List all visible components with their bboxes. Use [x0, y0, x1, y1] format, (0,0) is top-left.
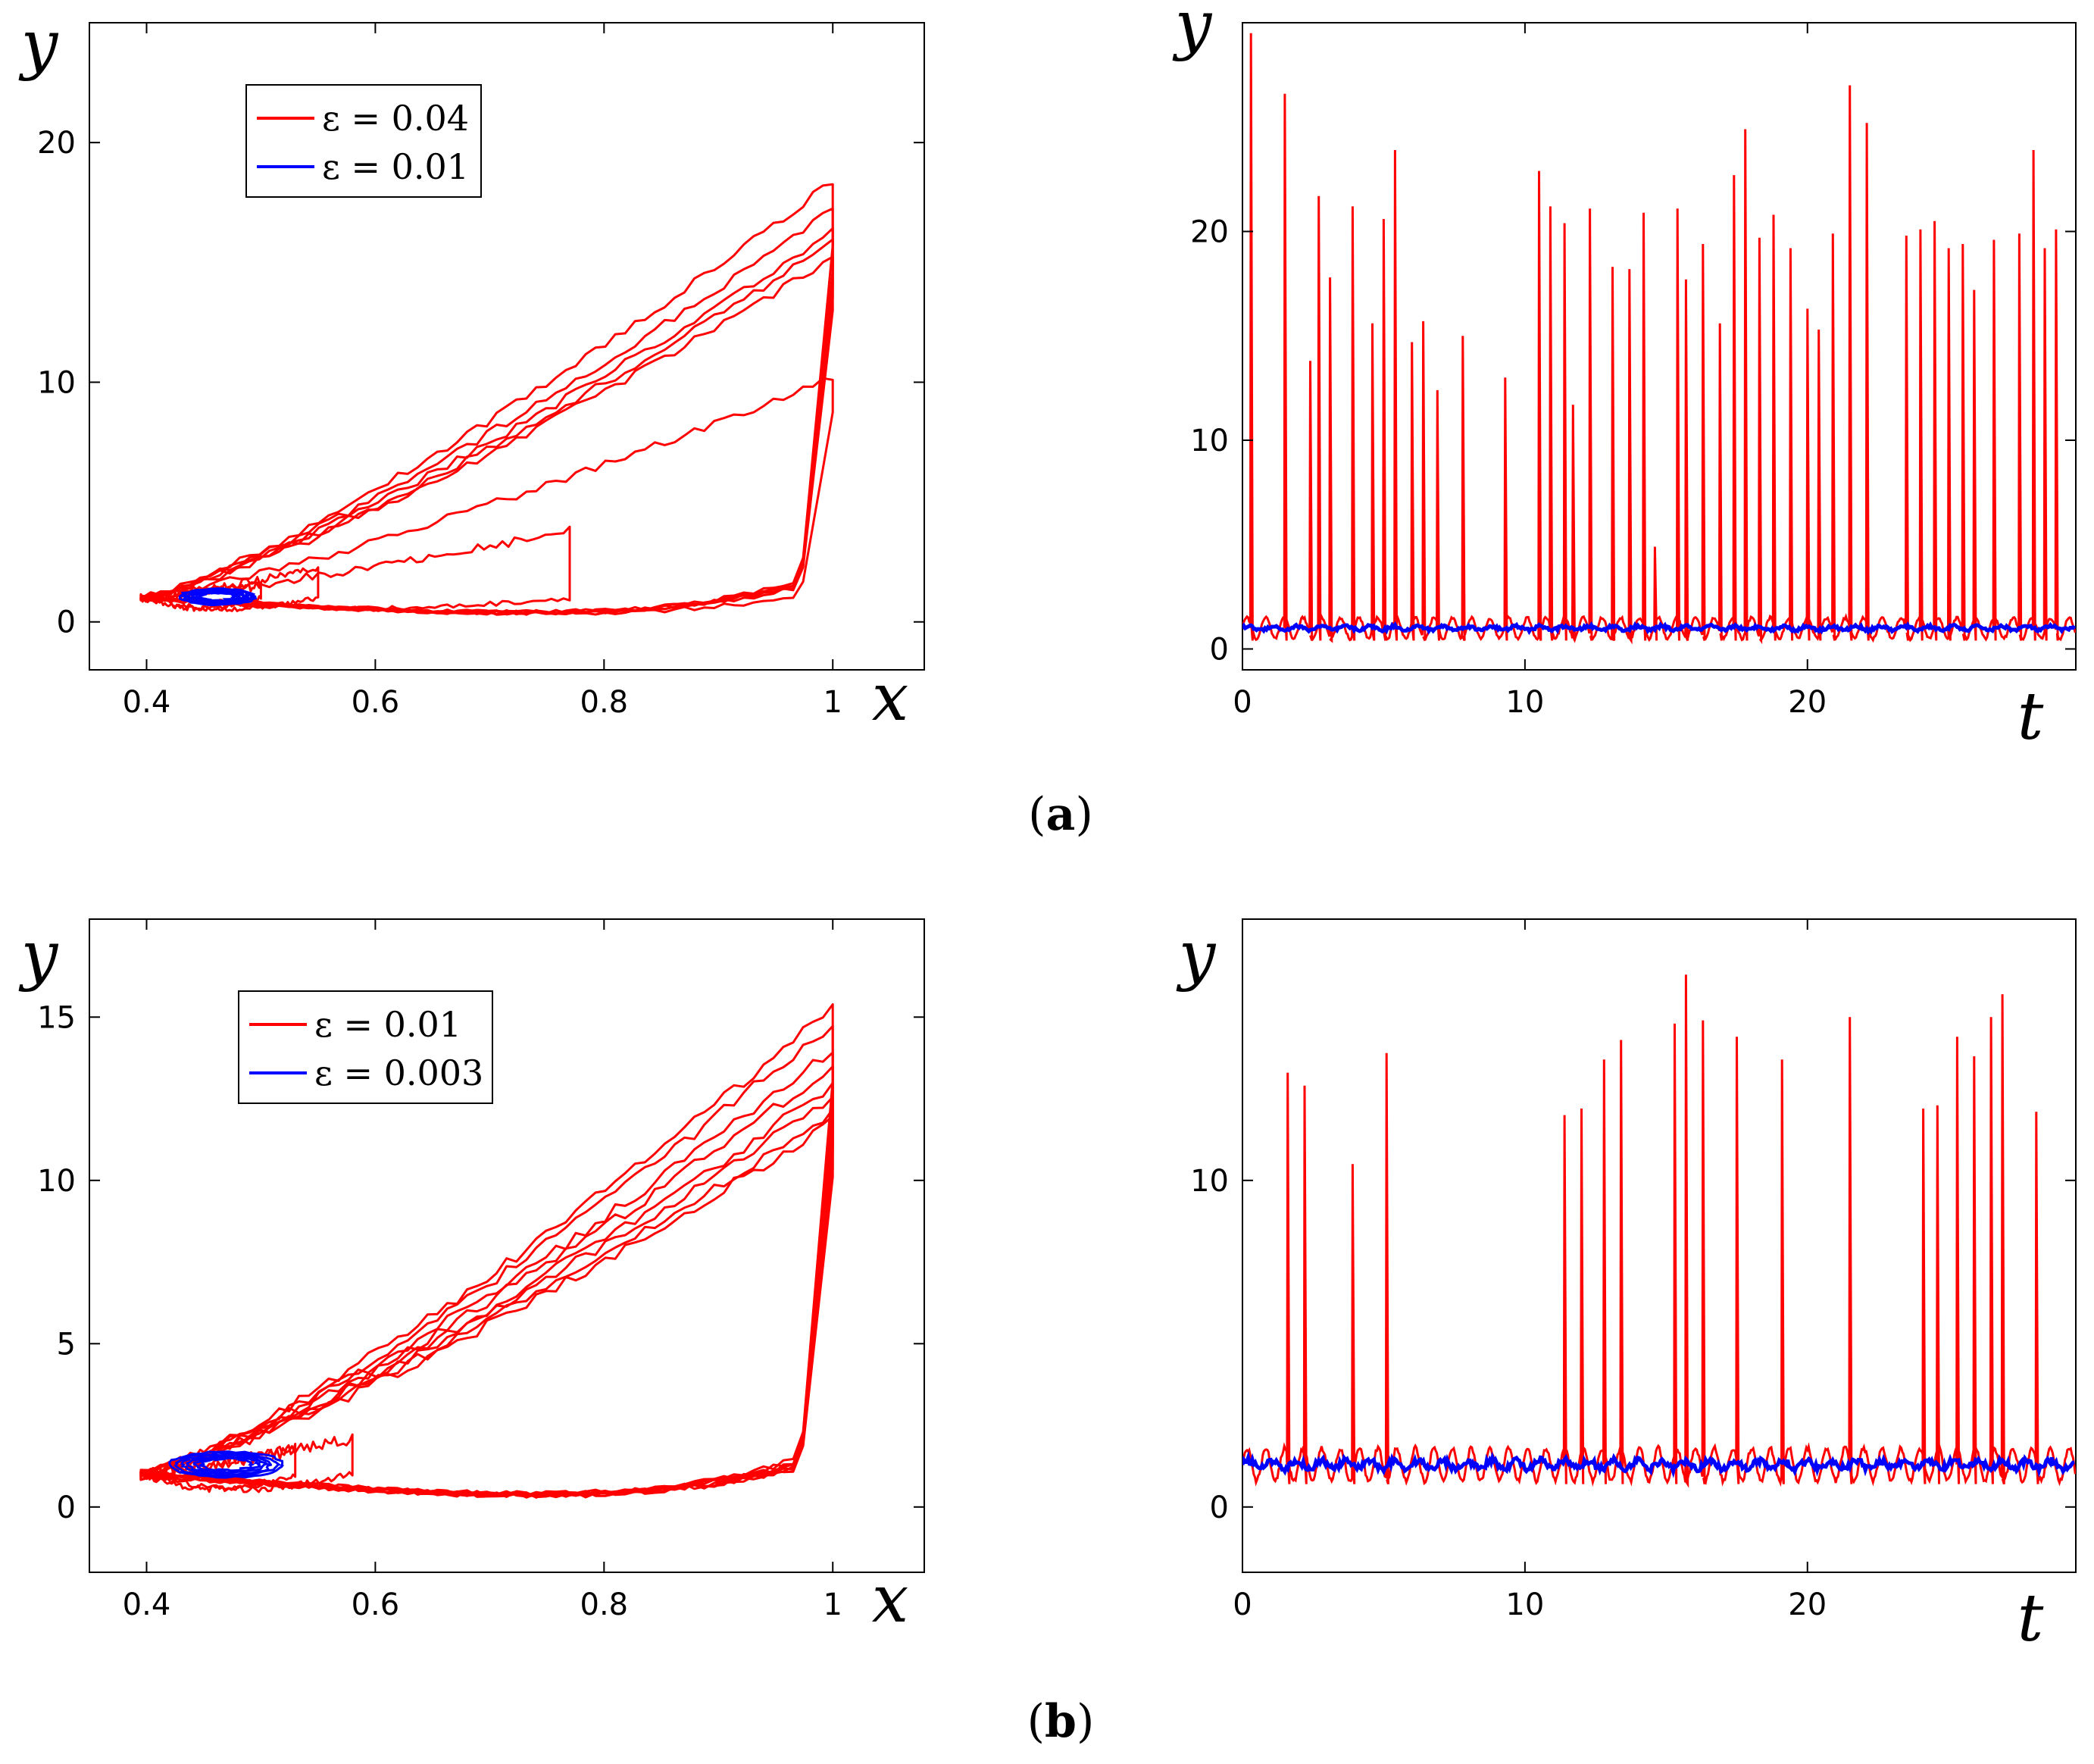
legend-label: ε = 0.01 — [322, 146, 469, 187]
time-series-line — [1242, 621, 2076, 636]
x-tick-label: 10 — [1505, 685, 1544, 720]
panel-a-time-series-plot: 0 10 20 0 10 20 y t — [1172, 0, 2077, 755]
trajectory-orbit — [180, 1453, 273, 1477]
trajectory-orbit — [178, 587, 258, 607]
time-series-line — [1242, 1450, 2075, 1478]
y-axis-label: y — [18, 7, 59, 83]
x-tick-label: 20 — [1788, 1587, 1827, 1622]
y-tick-label: 10 — [1190, 424, 1229, 458]
plot-area — [1242, 33, 2076, 645]
y-axis-label: y — [1176, 918, 1217, 993]
x-tick-label: 0.8 — [580, 685, 629, 720]
y-tick-label: 20 — [1190, 214, 1229, 249]
x-axis-label: t — [2017, 679, 2044, 755]
caption-a: (a) — [1028, 788, 1093, 841]
panel-b-time-series-plot: 0 10 20 0 10 y t — [1176, 918, 2077, 1656]
legend-box — [238, 990, 493, 1104]
caption-b-paren-open: ( — [1027, 1695, 1045, 1748]
axes-frame — [89, 22, 925, 671]
plot-area — [139, 1003, 834, 1499]
trajectory-orbit — [198, 1456, 255, 1472]
plot-area — [1242, 974, 2076, 1488]
caption-b-letter: b — [1045, 1695, 1077, 1748]
y-tick-label: 10 — [1190, 1164, 1229, 1199]
x-tick-label: 0.8 — [580, 1587, 629, 1622]
y-tick-label: 15 — [37, 1000, 76, 1035]
x-axis-label: x — [872, 660, 909, 736]
legend-box — [245, 84, 482, 198]
trajectory-loop — [139, 1443, 297, 1493]
legend: ε = 0.01 ε = 0.003 — [238, 990, 493, 1104]
y-tick-label: 20 — [37, 126, 76, 161]
plot-area — [139, 183, 834, 616]
legend: ε = 0.04 ε = 0.01 — [245, 84, 482, 198]
y-tick-label: 10 — [37, 365, 76, 400]
caption-a-paren-open: ( — [1028, 788, 1045, 841]
x-tick-label: 1 — [824, 1587, 842, 1622]
legend-label: ε = 0.003 — [314, 1052, 483, 1093]
legend-label: ε = 0.04 — [322, 98, 469, 139]
legend-label: ε = 0.01 — [314, 1004, 461, 1045]
y-tick-label: 0 — [1210, 632, 1229, 667]
x-axis-label: x — [872, 1562, 909, 1637]
x-axis-label: t — [2017, 1581, 2044, 1656]
caption-b-paren-close: ) — [1077, 1695, 1094, 1748]
x-tick-label: 0.4 — [123, 685, 171, 720]
caption-b: (b) — [1027, 1695, 1095, 1748]
trajectory-loop — [139, 566, 320, 612]
y-axis-label: y — [1172, 0, 1213, 63]
x-tick-label: 0.6 — [352, 685, 400, 720]
x-tick-label: 0.4 — [123, 1587, 171, 1622]
y-tick-label: 0 — [57, 605, 76, 640]
y-tick-label: 0 — [57, 1490, 76, 1525]
x-tick-label: 1 — [824, 685, 842, 720]
y-tick-label: 0 — [1210, 1490, 1229, 1525]
y-axis-label: y — [18, 918, 59, 993]
y-tick-label: 5 — [57, 1327, 76, 1362]
x-tick-label: 0 — [1233, 685, 1252, 720]
x-tick-label: 20 — [1788, 685, 1827, 720]
trajectory-orbit — [167, 1450, 284, 1479]
y-tick-label: 10 — [37, 1164, 76, 1199]
x-tick-label: 10 — [1505, 1587, 1544, 1622]
x-tick-label: 0 — [1233, 1587, 1252, 1622]
time-series-line — [1242, 974, 2076, 1488]
x-tick-label: 0.6 — [352, 1587, 400, 1622]
caption-a-paren-close: ) — [1075, 788, 1092, 841]
caption-a-letter: a — [1046, 788, 1076, 841]
trajectory-orbit — [185, 1454, 270, 1475]
